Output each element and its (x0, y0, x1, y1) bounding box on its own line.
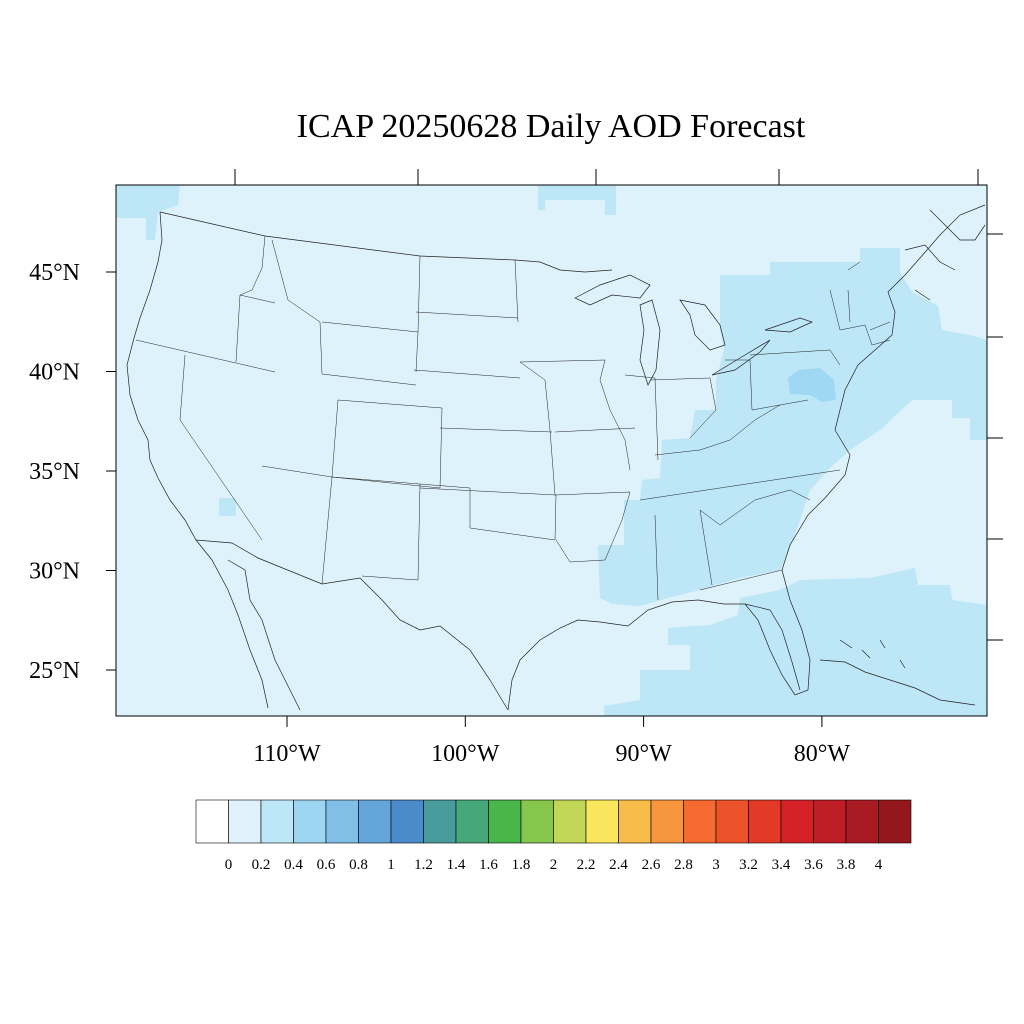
lake-ontario (764, 317, 813, 333)
state-borders (135, 235, 891, 601)
colorbar-swatch (748, 799, 782, 844)
colorbar-swatch (260, 799, 294, 844)
colorbar-swatch (455, 799, 489, 844)
us-canada-border (159, 211, 613, 273)
lat-tick-label: 25°N (29, 658, 80, 684)
colorbar-swatch (228, 799, 262, 844)
colorbar-swatch (878, 799, 912, 844)
colorbar-swatch (325, 799, 359, 844)
lat-tick-label: 45°N (29, 260, 80, 286)
map-title: ICAP 20250628 Daily AOD Forecast (296, 108, 806, 145)
colorbar-swatch (650, 799, 684, 844)
baja-coast (227, 559, 301, 711)
colorbar-swatch (358, 799, 392, 844)
bahamas (839, 639, 906, 669)
colorbar-label: 1.8 (512, 857, 531, 873)
florida-outline (744, 603, 801, 691)
lat-tick-label: 40°N (29, 360, 80, 386)
aod-region-pacific-nw (116, 185, 180, 240)
colorbar-label: 3.4 (772, 857, 791, 873)
us-mexico-border (195, 539, 509, 711)
colorbar-swatch (293, 799, 327, 844)
lat-tick-label: 35°N (29, 459, 80, 485)
colorbar-swatch (845, 799, 879, 844)
lon-tick-label: 90°W (615, 741, 672, 767)
colorbar-swatch (780, 799, 814, 844)
colorbar-label: 0 (225, 857, 233, 873)
aod-region-southwest-patch (219, 498, 236, 516)
lake-huron (679, 299, 726, 351)
map-frame (115, 184, 988, 717)
cuba-coast (819, 659, 976, 706)
colorbar-label: 0.4 (284, 857, 303, 873)
colorbar-swatch (390, 799, 424, 844)
colorbar-swatch (585, 799, 619, 844)
colorbar-label: 1 (387, 857, 395, 873)
aod-region-great-lakes-north (538, 185, 616, 215)
aod-region-gulf-florida (604, 568, 987, 716)
colorbar-swatch (715, 799, 749, 844)
west-coast (126, 211, 269, 709)
colorbar-label: 2.4 (609, 857, 628, 873)
lat-tick-label: 30°N (29, 559, 80, 585)
colorbar-label: 2 (550, 857, 558, 873)
gulf-coast (507, 569, 811, 711)
colorbar-label: 3 (712, 857, 720, 873)
colorbar-label: 1.4 (447, 857, 466, 873)
lon-tick-label: 100°W (431, 741, 500, 767)
colorbar-swatch (488, 799, 522, 844)
aod-region-eastern-us (598, 248, 987, 606)
colorbar-label: 0.2 (252, 857, 271, 873)
lake-erie (711, 339, 771, 376)
colorbar-label: 2.2 (577, 857, 596, 873)
lon-tick-label: 110°W (253, 741, 321, 767)
colorbar-label: 2.6 (642, 857, 661, 873)
colorbar-label: 1.6 (479, 857, 498, 873)
colorbar-swatch (423, 799, 457, 844)
colorbar-swatch (813, 799, 847, 844)
colorbar (195, 799, 912, 844)
colorbar-label: 4 (875, 857, 883, 873)
colorbar-label: 0.6 (317, 857, 336, 873)
atlantic-coast (781, 204, 986, 571)
colorbar-label: 3.8 (837, 857, 856, 873)
aod-region-mid-atlantic-high (788, 368, 836, 402)
colorbar-label: 0.8 (349, 857, 368, 873)
colorbar-label: 2.8 (674, 857, 693, 873)
colorbar-swatch (683, 799, 717, 844)
lake-superior (574, 274, 651, 306)
canada-coast (904, 209, 986, 301)
colorbar-labels: 0 0.2 0.4 0.6 0.8 1 1.2 1.4 1.6 1.8 2 2.2 2.4 2.6 2.8 3… (225, 857, 883, 873)
colorbar-swatch (553, 799, 587, 844)
colorbar-swatch (618, 799, 652, 844)
colorbar-label: 1.2 (414, 857, 433, 873)
colorbar-swatch (520, 799, 554, 844)
lon-tick-label: 80°W (794, 741, 851, 767)
colorbar-label: 3.6 (804, 857, 823, 873)
colorbar-swatch (195, 799, 229, 844)
colorbar-label: 3.2 (739, 857, 758, 873)
